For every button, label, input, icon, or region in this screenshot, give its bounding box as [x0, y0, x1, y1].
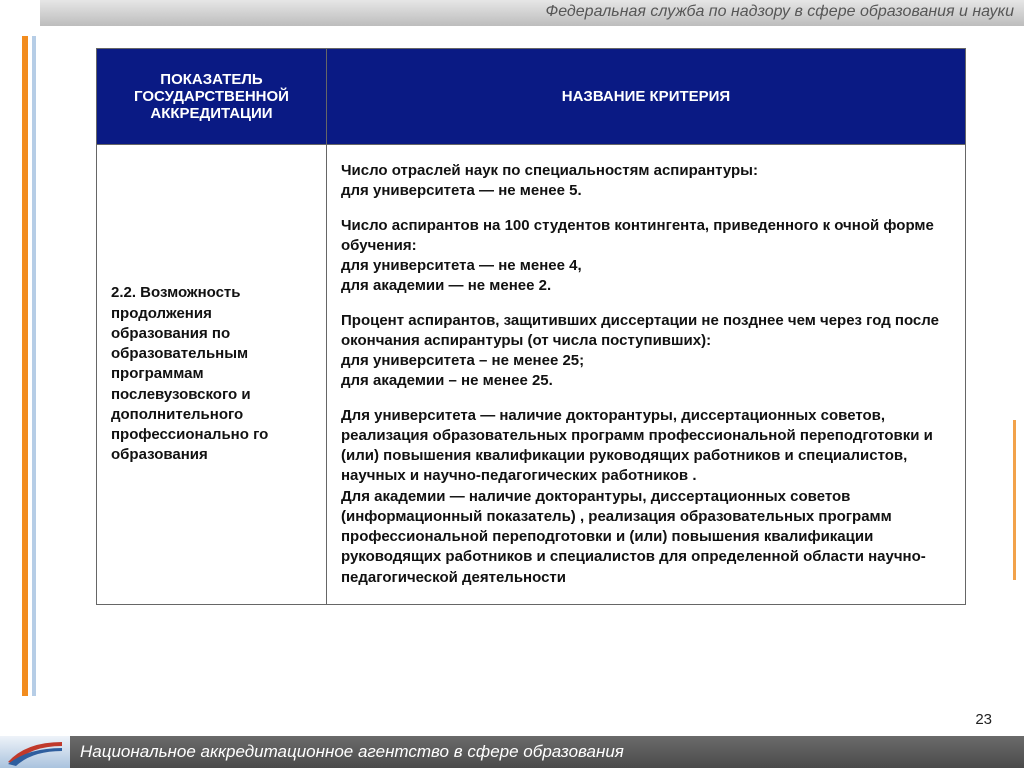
table-header-criterion: НАЗВАНИЕ КРИТЕРИЯ: [327, 49, 966, 145]
criteria-table: ПОКАЗАТЕЛЬ ГОСУДАРСТВЕННОЙ АККРЕДИТАЦИИ …: [96, 48, 966, 605]
indicator-cell: 2.2. Возможность продолжения образования…: [97, 145, 327, 605]
swoosh-icon: [6, 738, 64, 766]
header-agency: Федеральная служба по надзору в сфере об…: [40, 0, 1024, 26]
page-number: 23: [975, 711, 992, 728]
criterion-paragraph: Число аспирантов на 100 студентов контин…: [341, 216, 951, 297]
criterion-paragraph: Процент аспирантов, защитивших диссертац…: [341, 311, 951, 392]
footer-logo: [0, 736, 70, 768]
criterion-paragraph: Число отраслей наук по специальностям ас…: [341, 161, 951, 202]
bottom-bar: Национальное аккредитационное агентство …: [0, 736, 1024, 768]
slide: Федеральная служба по надзору в сфере об…: [0, 0, 1024, 768]
footer-org: Национальное аккредитационное агентство …: [74, 742, 624, 762]
table-row: 2.2. Возможность продолжения образования…: [97, 145, 966, 605]
top-bar-gap: [0, 0, 40, 26]
criterion-paragraph: Для университета — наличие докторантуры,…: [341, 406, 951, 588]
table-header-indicator: ПОКАЗАТЕЛЬ ГОСУДАРСТВЕННОЙ АККРЕДИТАЦИИ: [97, 49, 327, 145]
left-accent-blue: [32, 36, 36, 696]
content-area: ПОКАЗАТЕЛЬ ГОСУДАРСТВЕННОЙ АККРЕДИТАЦИИ …: [96, 48, 966, 605]
right-accent-orange: [1013, 420, 1016, 580]
top-bar: Федеральная служба по надзору в сфере об…: [0, 0, 1024, 26]
criterion-cell: Число отраслей наук по специальностям ас…: [327, 145, 966, 605]
left-accent-orange: [22, 36, 28, 696]
